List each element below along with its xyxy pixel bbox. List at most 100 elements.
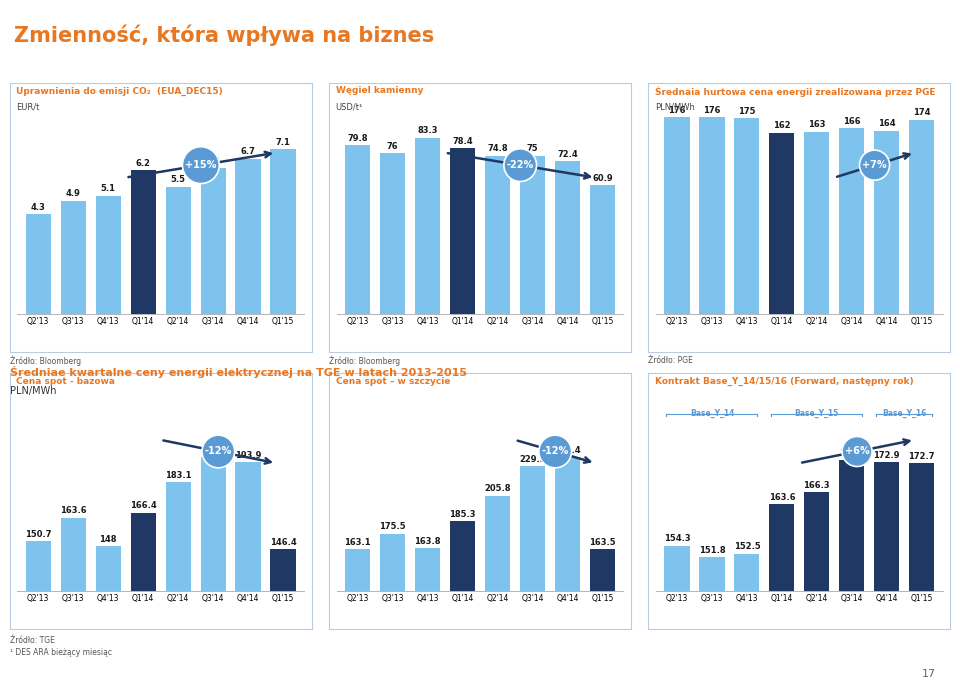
Text: 175: 175 <box>738 107 756 116</box>
Text: 173.4: 173.4 <box>838 449 865 458</box>
Text: 164: 164 <box>878 120 896 129</box>
Text: 5.1: 5.1 <box>101 184 116 193</box>
Bar <box>664 117 689 314</box>
Text: 229.5: 229.5 <box>519 455 546 464</box>
Text: EUR/t: EUR/t <box>16 102 39 111</box>
Text: 6.2: 6.2 <box>135 159 151 168</box>
Text: -12%: -12% <box>541 446 569 457</box>
Bar <box>485 156 510 314</box>
Bar <box>165 482 191 691</box>
Bar <box>769 504 795 691</box>
Text: 154.3: 154.3 <box>663 534 690 543</box>
Bar <box>450 522 475 691</box>
Text: 6.3: 6.3 <box>205 156 221 166</box>
Text: Cena spot - bazowa: Cena spot - bazowa <box>16 377 115 386</box>
Bar <box>520 466 545 691</box>
Bar <box>734 118 759 314</box>
Text: 151.8: 151.8 <box>699 546 725 555</box>
Text: +7%: +7% <box>862 160 887 170</box>
Text: 163.6: 163.6 <box>769 493 795 502</box>
Text: 176: 176 <box>668 106 685 115</box>
Text: Cena spot – w szczycie: Cena spot – w szczycie <box>336 377 450 386</box>
Text: PLN/MWh: PLN/MWh <box>10 386 56 395</box>
Text: 150.7: 150.7 <box>25 530 52 539</box>
Bar <box>804 492 829 691</box>
Text: 185.3: 185.3 <box>449 510 476 519</box>
Text: 60.9: 60.9 <box>592 174 612 183</box>
Bar <box>345 549 371 691</box>
Bar <box>699 117 725 314</box>
Bar <box>909 120 934 314</box>
Text: 163.5: 163.5 <box>589 538 615 547</box>
Text: 166: 166 <box>843 117 860 126</box>
Bar <box>235 462 261 691</box>
Bar <box>415 138 440 314</box>
Text: 78.4: 78.4 <box>452 137 473 146</box>
Bar <box>96 196 121 314</box>
Text: Zmienność, która wpływa na biznes: Zmienność, która wpływa na biznes <box>14 24 435 46</box>
Text: 183.1: 183.1 <box>165 471 191 480</box>
Text: 162: 162 <box>773 122 791 131</box>
Text: 172.7: 172.7 <box>908 452 935 461</box>
Bar <box>589 185 615 314</box>
Text: 166.4: 166.4 <box>130 501 156 510</box>
Text: +15%: +15% <box>185 160 217 170</box>
Bar <box>875 131 900 314</box>
Text: 196.5: 196.5 <box>200 446 227 455</box>
Bar <box>235 159 261 314</box>
Text: USD/t¹: USD/t¹ <box>336 102 363 111</box>
Text: 174: 174 <box>913 108 930 117</box>
Bar <box>131 513 156 691</box>
Text: 205.8: 205.8 <box>484 484 511 493</box>
Text: 7.1: 7.1 <box>276 138 291 147</box>
Text: 74.8: 74.8 <box>487 144 508 153</box>
Text: 193.9: 193.9 <box>235 451 261 460</box>
Bar <box>380 153 405 314</box>
Text: -12%: -12% <box>204 446 232 457</box>
Text: 152.5: 152.5 <box>733 542 760 551</box>
Bar <box>555 457 580 691</box>
Text: 4.9: 4.9 <box>66 189 81 198</box>
Text: Base_Y_14: Base_Y_14 <box>689 409 734 418</box>
Text: 148: 148 <box>100 535 117 544</box>
Text: 163.8: 163.8 <box>415 537 441 546</box>
Text: 4.3: 4.3 <box>31 203 46 212</box>
Text: 146.4: 146.4 <box>270 538 297 547</box>
Text: Źródło: Bloomberg: Źródło: Bloomberg <box>329 356 400 366</box>
Text: 76: 76 <box>387 142 398 151</box>
Bar <box>131 170 156 314</box>
Bar <box>520 155 545 314</box>
Text: 5.5: 5.5 <box>171 175 185 184</box>
Bar <box>201 457 226 691</box>
Text: 172.9: 172.9 <box>874 451 900 460</box>
Text: Średniae kwartalne ceny energii elektrycznej na TGE w latach 2013-2015: Średniae kwartalne ceny energii elektryc… <box>10 366 467 378</box>
Text: 163.1: 163.1 <box>345 538 371 547</box>
Text: 6.7: 6.7 <box>241 147 255 156</box>
Text: 166.3: 166.3 <box>804 481 830 490</box>
Bar <box>201 168 226 314</box>
Text: 176: 176 <box>703 106 721 115</box>
Bar <box>345 145 371 314</box>
Text: 75: 75 <box>527 144 539 153</box>
Text: 175.5: 175.5 <box>379 522 406 531</box>
Text: 83.3: 83.3 <box>418 126 438 135</box>
Text: Base_Y_16: Base_Y_16 <box>882 409 926 418</box>
Text: 236.4: 236.4 <box>554 446 581 455</box>
Text: PLN/MWh: PLN/MWh <box>655 102 695 111</box>
Bar <box>415 549 440 691</box>
Bar <box>555 161 580 314</box>
Text: 17: 17 <box>922 669 936 679</box>
Text: 163: 163 <box>808 120 826 129</box>
Text: Średnaia hurtowa cena energii zrealizowana przez PGE: Średnaia hurtowa cena energii zrealizowa… <box>655 86 936 97</box>
Text: -22%: -22% <box>507 160 534 170</box>
Bar <box>165 187 191 314</box>
Bar <box>875 462 900 691</box>
Bar <box>26 214 51 314</box>
Bar <box>271 149 296 314</box>
Bar <box>839 129 864 314</box>
Text: Źródło: Bloomberg: Źródło: Bloomberg <box>10 356 81 366</box>
Bar <box>60 518 85 691</box>
Bar <box>450 149 475 314</box>
Text: 163.6: 163.6 <box>60 507 86 515</box>
Text: 79.8: 79.8 <box>348 134 368 143</box>
